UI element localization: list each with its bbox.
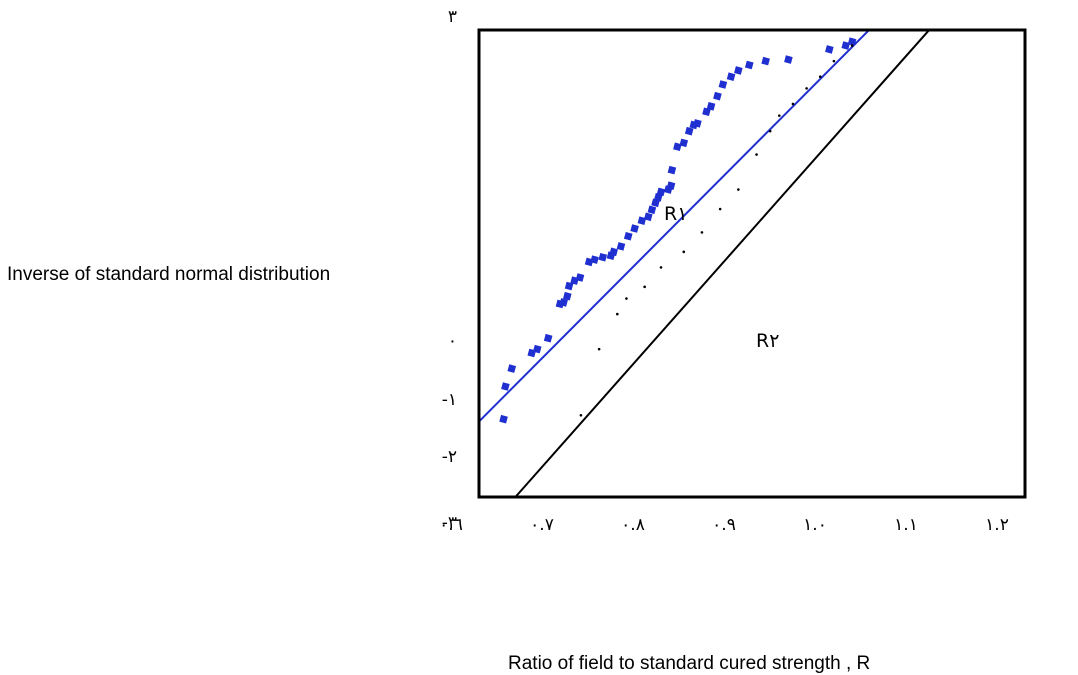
data-point-series1-8 bbox=[559, 298, 568, 307]
data-point-series2-15 bbox=[805, 87, 808, 90]
fit-line-1 bbox=[479, 30, 871, 423]
x-tick-label: ٠.٨ bbox=[621, 515, 645, 535]
data-point-series1-39 bbox=[726, 72, 736, 81]
data-point-series2-11 bbox=[755, 153, 758, 156]
data-point-series1-44 bbox=[825, 45, 834, 54]
data-point-series2-3 bbox=[616, 312, 619, 316]
annotation-label-1: R١ bbox=[664, 203, 687, 225]
data-point-series2-8 bbox=[700, 231, 704, 234]
data-point-series1-23 bbox=[647, 205, 657, 215]
x-tick-label: ٠.٦ bbox=[439, 515, 463, 535]
data-point-series1-10 bbox=[564, 281, 574, 291]
data-point-series1-1 bbox=[499, 414, 508, 424]
annotations: R١ R٢ bbox=[664, 203, 779, 352]
data-point-series1-3 bbox=[507, 364, 517, 373]
data-point-series1-20 bbox=[630, 224, 639, 233]
data-point-series2-2 bbox=[597, 347, 601, 351]
x-tick-label: ٠.٩ bbox=[712, 515, 736, 535]
annotation-label-2: R٢ bbox=[756, 330, 779, 352]
y-tick-label: -١ bbox=[442, 390, 457, 410]
y-tick-label: ٠ bbox=[448, 331, 457, 351]
x-tick-label: ١.١ bbox=[894, 515, 918, 535]
data-point-series2-17 bbox=[832, 59, 836, 63]
data-point-series1-34 bbox=[693, 119, 702, 128]
data-point-series2-10 bbox=[737, 188, 740, 191]
data-point-series1-46 bbox=[847, 37, 857, 46]
fit-line-2 bbox=[514, 30, 931, 497]
data-point-series1-31 bbox=[679, 138, 689, 148]
y-axis-label: Inverse of standard normal distribution bbox=[7, 264, 331, 285]
data-point-series1-18 bbox=[616, 242, 626, 251]
data-point-series1-32 bbox=[684, 126, 694, 136]
data-point-series1-6 bbox=[543, 333, 553, 343]
data-point-series1-2 bbox=[501, 382, 510, 391]
data-point-series2-20 bbox=[883, 1, 886, 4]
data-point-series1-15 bbox=[598, 252, 608, 262]
fit-lines bbox=[479, 30, 931, 497]
data-point-series1-21 bbox=[637, 216, 647, 225]
data-point-series1-12 bbox=[575, 273, 585, 282]
data-point-series1-5 bbox=[532, 344, 542, 354]
data-point-series2-7 bbox=[682, 250, 686, 254]
data-point-series2-6 bbox=[659, 266, 663, 269]
data-point-series1-14 bbox=[590, 255, 599, 264]
data-point-series1-26 bbox=[656, 187, 666, 197]
data-point-series1-37 bbox=[713, 91, 722, 101]
data-point-series1-38 bbox=[718, 80, 728, 89]
data-point-series1-22 bbox=[643, 212, 653, 222]
y-tick-label: ٣ bbox=[448, 7, 457, 27]
data-point-series1-36 bbox=[706, 101, 716, 111]
data-point-series2-1 bbox=[579, 413, 583, 417]
x-tick-label: ١.٢ bbox=[985, 515, 1009, 535]
chart-svg: ٠.٦ ٠.٧ ٠.٨ ٠.٩ ١.٠ ١.١ ١.٢ -٣ -٢ -١ ٠ ٣ R١ R٢ bbox=[439, 1, 1027, 535]
data-point-series1-19 bbox=[623, 231, 633, 241]
plot-frame bbox=[477, 28, 1027, 499]
x-tick-label: ١.٠ bbox=[803, 515, 827, 535]
data-point-series1-43 bbox=[784, 55, 793, 64]
data-point-series1-29 bbox=[667, 165, 677, 175]
data-points bbox=[499, 1, 902, 424]
data-point-series1-42 bbox=[761, 56, 770, 66]
data-point-series2-19 bbox=[869, 21, 872, 24]
data-point-series2-14 bbox=[791, 102, 795, 106]
data-point-series2-4 bbox=[625, 297, 628, 300]
data-point-series2-13 bbox=[778, 114, 781, 117]
data-point-series2-18 bbox=[850, 44, 854, 47]
y-tick-label: -٣ bbox=[442, 513, 457, 533]
x-axis-label: Ratio of field to standard cured strengt… bbox=[508, 653, 871, 674]
tick-labels: ٠.٦ ٠.٧ ٠.٨ ٠.٩ ١.٠ ١.١ ١.٢ -٣ -٢ -١ ٠ ٣ bbox=[439, 7, 1009, 535]
data-point-series2-12 bbox=[768, 129, 772, 133]
data-point-series2-16 bbox=[818, 75, 822, 78]
y-tick-label: -٢ bbox=[442, 447, 457, 467]
data-point-series1-28 bbox=[666, 181, 676, 190]
data-point-series1-47 bbox=[893, 6, 902, 15]
data-point-series2-5 bbox=[643, 285, 646, 289]
data-point-series1-35 bbox=[702, 107, 711, 117]
data-point-series1-45 bbox=[841, 41, 851, 50]
data-point-series1-17 bbox=[609, 247, 618, 257]
data-point-series2-9 bbox=[718, 207, 722, 211]
data-point-series1-40 bbox=[734, 66, 743, 75]
data-point-series1-9 bbox=[562, 291, 572, 301]
data-point-series1-41 bbox=[744, 60, 754, 70]
data-point-series1-30 bbox=[673, 142, 682, 152]
x-tick-label: ٠.٧ bbox=[530, 515, 554, 535]
